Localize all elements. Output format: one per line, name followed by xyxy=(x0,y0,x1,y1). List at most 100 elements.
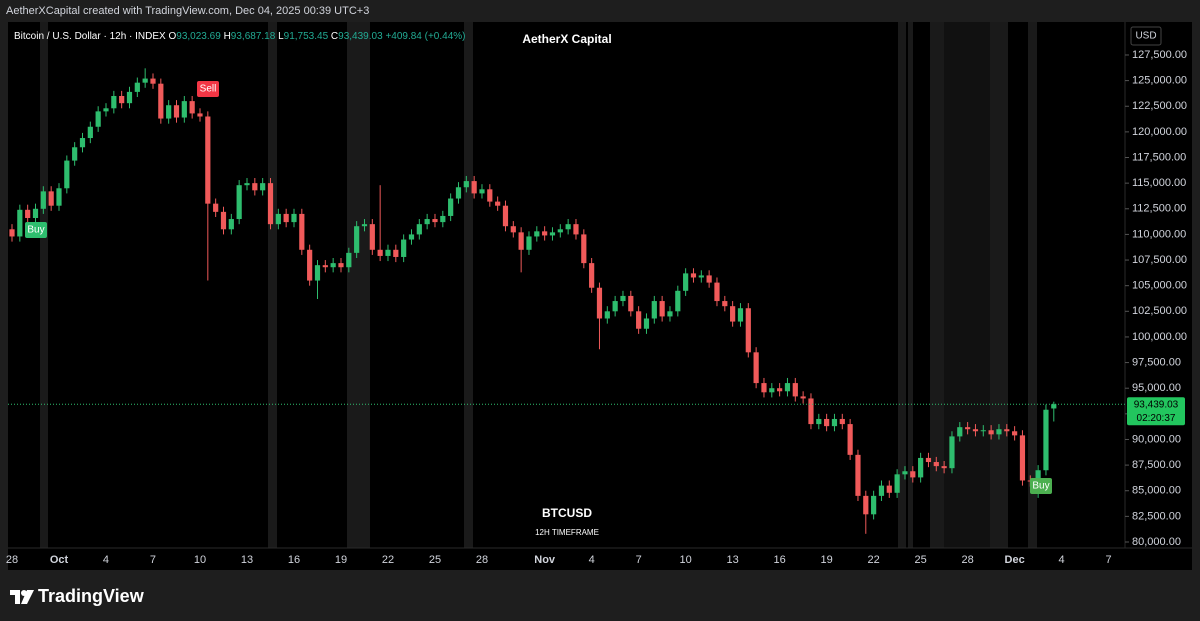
currency[interactable]: USD xyxy=(1135,31,1156,42)
shade xyxy=(347,22,370,548)
candle-body xyxy=(103,108,109,112)
candle-body xyxy=(346,252,352,268)
candle-body xyxy=(338,263,344,268)
candle-body xyxy=(119,95,125,104)
candle-body xyxy=(965,427,971,430)
candle-body xyxy=(698,275,704,278)
candle-body xyxy=(910,471,916,478)
candle-body xyxy=(401,239,407,257)
session-shading xyxy=(40,22,1037,548)
candle-body xyxy=(158,83,164,119)
candle-body xyxy=(800,396,806,399)
candle-body xyxy=(213,203,219,212)
candle-body xyxy=(48,191,54,206)
candle-body xyxy=(1051,404,1057,409)
candle-body xyxy=(596,287,603,319)
candle-body xyxy=(839,418,845,425)
candle-body xyxy=(275,213,281,225)
candle-body xyxy=(432,219,438,223)
candle-body xyxy=(385,249,391,256)
shade xyxy=(40,22,48,548)
y-tick-label: 115,000.00 xyxy=(1132,177,1186,189)
signal-label: Buy xyxy=(1032,481,1049,492)
candle-body xyxy=(996,429,1002,435)
l-value: 91,753.45 xyxy=(284,31,329,42)
candle-body xyxy=(134,82,140,92)
candle-body xyxy=(886,485,892,493)
shade xyxy=(268,22,277,548)
y-tick-label: 107,500.00 xyxy=(1132,254,1187,266)
candle-body xyxy=(792,383,798,397)
candle-body xyxy=(228,219,234,230)
candle-body xyxy=(871,495,877,515)
candle-body xyxy=(612,301,618,312)
candle-body xyxy=(753,352,759,384)
candle-body xyxy=(95,111,101,127)
x-tick-label: 28 xyxy=(6,554,18,566)
candle-body xyxy=(972,429,979,432)
x-tick-label: 10 xyxy=(680,554,692,566)
x-tick-label: 13 xyxy=(241,554,253,566)
attribution: AetherXCapital created with TradingView.… xyxy=(6,5,369,17)
candle-body xyxy=(354,226,360,253)
candle-body xyxy=(181,101,187,118)
candle-body xyxy=(949,436,955,469)
candle-body xyxy=(463,181,469,188)
candle-body xyxy=(299,213,305,250)
candle-body xyxy=(126,91,133,104)
y-tick-label: 82,500.00 xyxy=(1132,510,1181,522)
candle-body xyxy=(17,209,23,237)
candle-body xyxy=(565,224,571,230)
candle-body xyxy=(32,208,39,219)
x-tick-label: 16 xyxy=(288,554,300,566)
currency-box[interactable] xyxy=(1130,26,1162,46)
candle-body xyxy=(777,388,783,392)
candle-body xyxy=(369,224,375,250)
candle-body xyxy=(542,231,548,236)
candle-body xyxy=(988,430,994,435)
logo-mark xyxy=(10,590,20,604)
x-tick-label: 4 xyxy=(103,554,109,566)
y-tick-label: 122,500.00 xyxy=(1132,100,1187,112)
x-tick-label: 13 xyxy=(727,554,739,566)
candle-body xyxy=(393,249,399,257)
x-tick-label: 22 xyxy=(868,554,880,566)
l-label: L xyxy=(278,31,284,42)
o-label: O xyxy=(169,31,177,42)
last-price-label: 93,439.03 xyxy=(1134,399,1179,410)
candle-body xyxy=(150,78,156,84)
y-tick-label: 100,000.00 xyxy=(1132,331,1187,343)
candle-body xyxy=(330,263,336,268)
change: +409.84 (+0.44%) xyxy=(385,31,465,42)
candle-body xyxy=(377,249,383,256)
y-tick-label: 80,000.00 xyxy=(1132,536,1181,548)
last-price-tag xyxy=(1127,397,1185,426)
candle-body xyxy=(64,160,70,189)
candle-body xyxy=(197,113,203,117)
candle-body xyxy=(471,181,477,194)
x-tick-label: 19 xyxy=(335,554,347,566)
candle-body xyxy=(683,273,689,291)
candle-body xyxy=(87,126,93,139)
candle-body xyxy=(714,282,720,302)
signal-box xyxy=(1030,478,1052,494)
y-tick-label: 127,500.00 xyxy=(1132,49,1187,61)
y-tick-label: 85,000.00 xyxy=(1132,485,1181,497)
h-label: H xyxy=(224,31,231,42)
candle-body xyxy=(220,211,227,230)
candle-body xyxy=(636,311,642,329)
candle-body xyxy=(925,457,932,463)
candle-body xyxy=(847,424,853,455)
x-tick-label: 4 xyxy=(1059,554,1065,566)
y-tick-label: 90,000.00 xyxy=(1132,433,1181,445)
y-tick-label: 110,000.00 xyxy=(1132,228,1186,240)
candle-body xyxy=(894,474,900,493)
y-tick-label: 97,500.00 xyxy=(1132,356,1181,368)
candle-body xyxy=(244,183,250,186)
shade xyxy=(464,22,473,548)
candle-body xyxy=(690,273,697,278)
candle-body xyxy=(706,275,712,283)
x-tick-label: 19 xyxy=(821,554,833,566)
countdown: 02:20:37 xyxy=(1137,413,1176,424)
y-tick-label: 105,000.00 xyxy=(1132,280,1187,292)
